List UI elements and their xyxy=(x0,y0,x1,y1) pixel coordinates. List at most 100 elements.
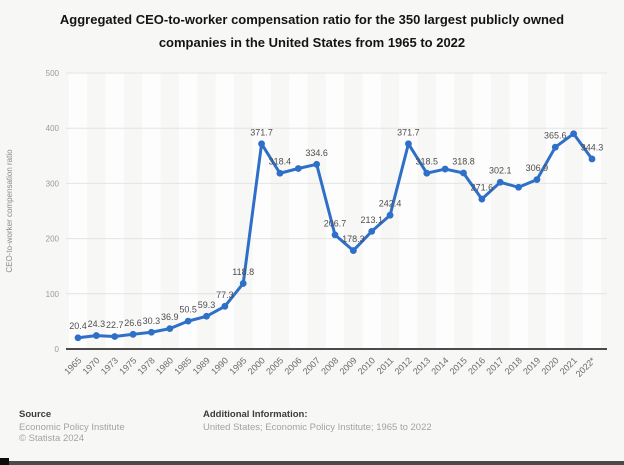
data-point-label: 318.5 xyxy=(416,157,439,167)
bottom-bar xyxy=(0,461,624,465)
x-tick-label: 2000 xyxy=(246,355,267,376)
x-tick-label: 2011 xyxy=(375,355,396,376)
x-tick-label: 2017 xyxy=(484,355,505,376)
data-point-label: 302.1 xyxy=(489,166,512,176)
source-block: Source Economic Policy Institute © Stati… xyxy=(19,409,125,445)
column-band xyxy=(472,73,492,349)
data-point xyxy=(405,140,412,148)
data-point xyxy=(258,140,265,148)
x-tick-label: 2020 xyxy=(539,355,560,376)
data-point xyxy=(551,143,559,151)
data-point xyxy=(423,169,431,177)
additional-info-label: Additional Information: xyxy=(203,409,308,420)
data-point xyxy=(294,165,302,172)
additional-info-block: Additional Information: United States; E… xyxy=(203,409,432,433)
data-point xyxy=(313,160,321,168)
data-point-label: 77.3 xyxy=(216,290,234,300)
x-tick-label: 2014 xyxy=(429,355,450,376)
data-point xyxy=(533,176,541,183)
data-point-label: 30.3 xyxy=(143,316,161,326)
data-point xyxy=(111,333,119,340)
data-point-label: 36.9 xyxy=(161,312,179,322)
copyright-notice: © Statista 2024 xyxy=(19,433,85,444)
data-point-label: 24.3 xyxy=(88,319,106,329)
data-point xyxy=(570,130,578,138)
data-point xyxy=(349,247,357,254)
x-tick-label: 2012 xyxy=(393,355,414,376)
data-point xyxy=(515,183,522,191)
column-band xyxy=(252,73,271,349)
column-band xyxy=(325,73,345,349)
column-band xyxy=(582,73,602,349)
x-tick-label: 2015 xyxy=(448,355,469,376)
x-tick-label: 2019 xyxy=(521,355,542,376)
y-axis-title: CEO-to-worker compensation ratio xyxy=(5,149,14,273)
x-tick-label: 1995 xyxy=(227,355,248,376)
x-tick-label: 2013 xyxy=(411,355,432,376)
x-tick-label: 2009 xyxy=(338,355,359,376)
data-point-label: 178.3 xyxy=(342,234,365,244)
column-band xyxy=(399,73,418,349)
x-tick-label: 1978 xyxy=(136,355,157,376)
x-tick-label: 1973 xyxy=(99,355,120,376)
data-point xyxy=(221,302,229,310)
data-point-label: 59.3 xyxy=(198,300,216,310)
x-axis-tick-labels: 1965197019731975197819801985198919901995… xyxy=(62,355,598,379)
data-point-label: 318.8 xyxy=(452,157,475,167)
y-tick-label: 400 xyxy=(46,124,60,133)
data-point xyxy=(74,334,82,342)
data-point xyxy=(148,328,155,336)
column-band xyxy=(362,73,381,349)
x-tick-label: 2022* xyxy=(574,355,598,379)
data-point-label: 344.3 xyxy=(581,142,604,152)
x-tick-label: 1989 xyxy=(191,355,212,376)
data-point-label: 22.7 xyxy=(106,320,124,330)
data-point xyxy=(129,330,137,338)
column-band xyxy=(178,73,198,349)
additional-info-text: United States; Economic Policy Institute… xyxy=(203,421,432,433)
column-band xyxy=(546,73,565,349)
data-point xyxy=(203,312,210,320)
data-point-label: 318.4 xyxy=(269,157,292,167)
data-point xyxy=(478,195,486,203)
x-tick-label: 1985 xyxy=(172,355,193,376)
x-tick-label: 2005 xyxy=(264,355,285,376)
column-band xyxy=(68,73,88,349)
data-point-labels: 20.4 24.3 22.7 26.6 30.3 36.950.5 59.377.3 118.… xyxy=(69,127,603,331)
source-label: Source xyxy=(19,409,52,420)
column-band xyxy=(435,73,455,349)
x-tick-label: 2016 xyxy=(466,355,487,376)
data-point xyxy=(386,211,394,219)
x-tick-label: 2008 xyxy=(319,355,340,376)
page-title: Aggregated CEO-to-worker compensation ra… xyxy=(59,12,565,50)
data-point xyxy=(331,231,339,239)
column-band xyxy=(215,73,235,349)
y-tick-label: 500 xyxy=(46,69,60,78)
y-tick-label: 100 xyxy=(46,290,60,299)
x-tick-label: 1970 xyxy=(81,355,102,376)
data-point-label: 20.4 xyxy=(69,321,87,331)
x-tick-label: 1990 xyxy=(209,355,230,376)
column-band xyxy=(105,73,124,349)
x-tick-label: 1975 xyxy=(117,355,138,376)
data-point-label: 371.7 xyxy=(397,127,420,137)
data-point-label: 365.6 xyxy=(544,131,567,141)
plot-column-bands xyxy=(68,73,602,349)
x-tick-label: 2018 xyxy=(503,355,524,376)
data-point xyxy=(368,227,376,235)
x-tick-label: 1965 xyxy=(62,355,83,376)
bottom-corner-mark xyxy=(0,458,9,465)
data-point xyxy=(460,169,467,177)
data-point-label: 242.4 xyxy=(379,199,402,209)
data-point-label: 271.6 xyxy=(471,183,494,193)
data-point-label: 371.7 xyxy=(250,127,273,137)
data-point xyxy=(92,332,100,339)
data-point xyxy=(166,325,174,333)
data-point xyxy=(276,169,284,177)
y-tick-label: 300 xyxy=(46,179,60,188)
data-point xyxy=(184,317,192,325)
column-band xyxy=(142,73,161,349)
data-point-label: 213.1 xyxy=(360,215,383,225)
y-axis-tick-labels: 0 100 200 300 400 500 xyxy=(46,69,60,354)
